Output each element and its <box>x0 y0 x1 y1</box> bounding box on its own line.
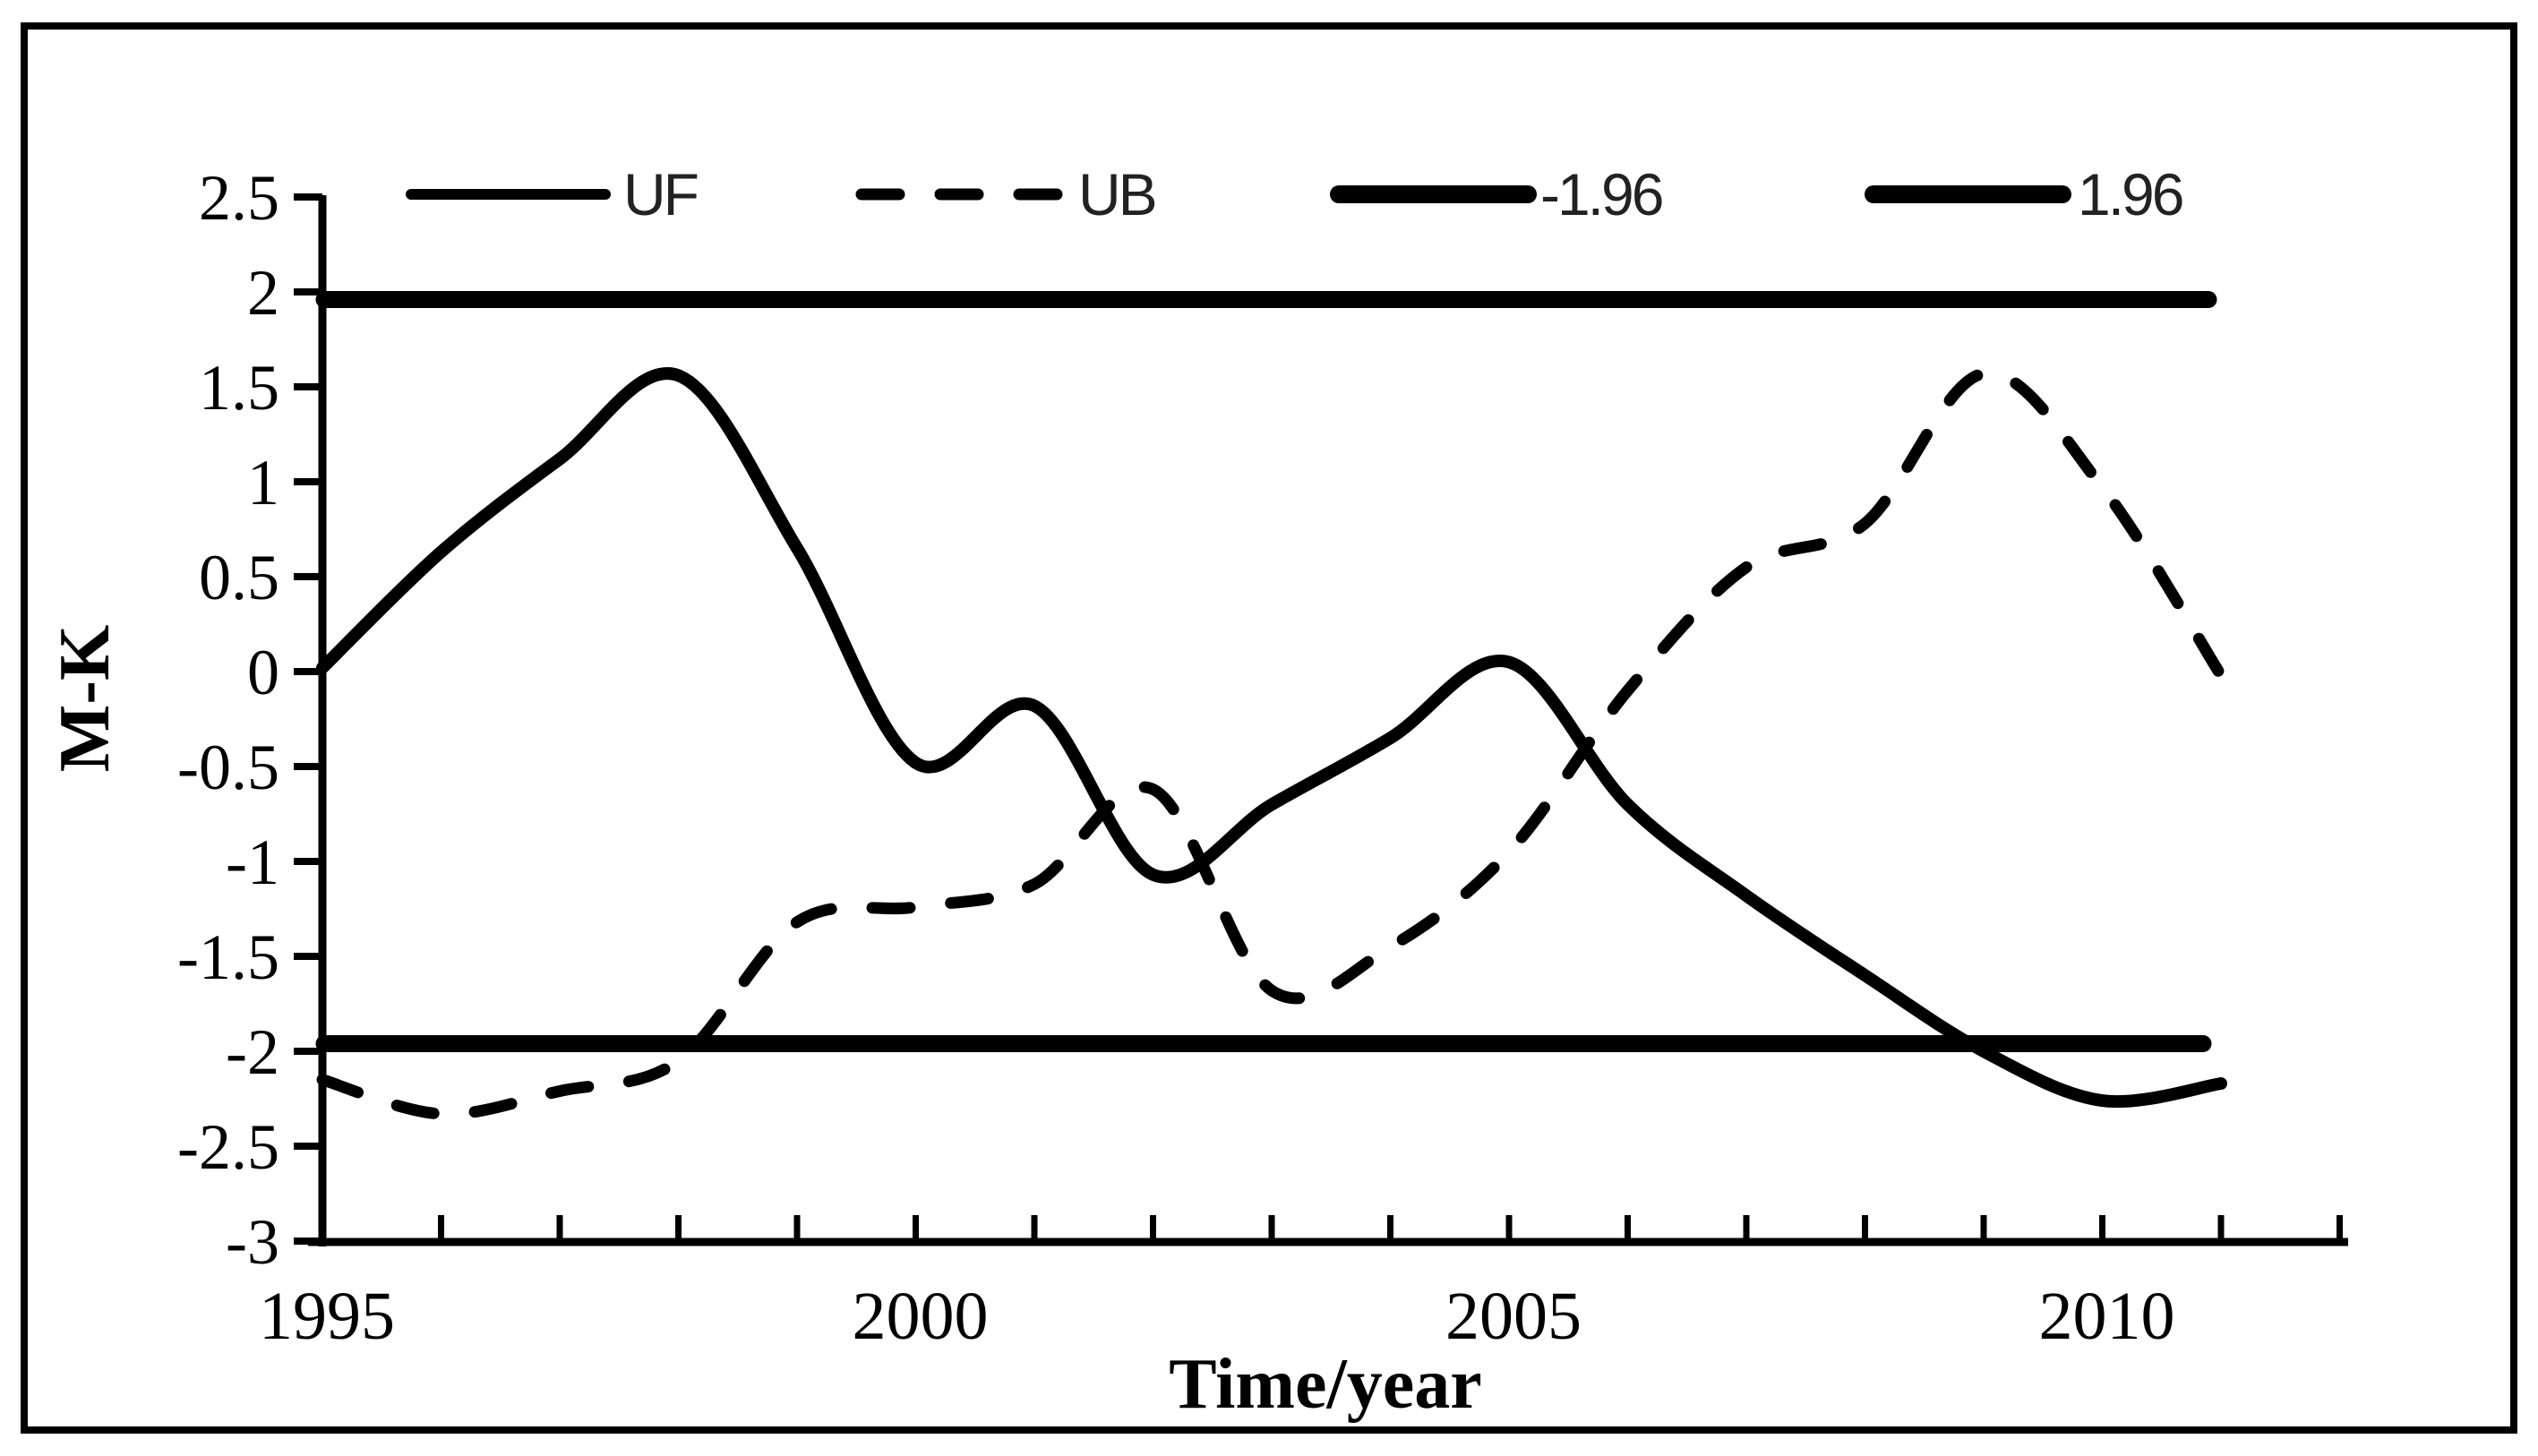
legend-label-neg196: -1.96 <box>1540 161 1662 227</box>
legend-label-ub: UB <box>1078 161 1155 227</box>
y-axis-ticks <box>294 193 322 1245</box>
legend-item-neg196: -1.96 <box>1330 161 1665 227</box>
y-tick-label: 1.5 <box>199 352 279 424</box>
legend-item-pos196: 1.96 <box>1865 161 2185 227</box>
y-tick-label: -2.5 <box>177 1111 279 1183</box>
y-tick-label: 2 <box>247 257 279 329</box>
x-axis-ticks <box>319 1215 2343 1242</box>
y-tick-label: 0.5 <box>199 542 279 613</box>
y-axis-title: M-K <box>46 625 124 772</box>
x-tick-label: 1995 <box>259 1279 395 1354</box>
legend: UF UB -1.96 1.96 <box>406 161 2185 227</box>
y-tick-label: -1.5 <box>177 921 279 993</box>
x-axis-tick-labels: 1995 2000 2005 2010 <box>259 1279 2175 1354</box>
legend-item-uf: UF <box>406 161 700 227</box>
y-tick-label: -0.5 <box>177 732 279 803</box>
x-tick-label: 2005 <box>1445 1279 1582 1354</box>
y-tick-label: -1 <box>226 826 279 898</box>
legend-label-pos196: 1.96 <box>2078 161 2182 227</box>
legend-item-ub: UB <box>855 161 1158 227</box>
x-tick-label: 2000 <box>853 1279 989 1354</box>
y-tick-label: 2.5 <box>199 162 279 234</box>
y-tick-label: 0 <box>247 637 279 708</box>
y-tick-label: -2 <box>226 1016 279 1088</box>
legend-label-uf: UF <box>623 161 698 227</box>
x-tick-label: 2010 <box>2039 1279 2175 1354</box>
y-axis-tick-labels: 2.5 2 1.5 1 0.5 0 -0.5 -1 -1.5 -2 -2.5 -3 <box>177 162 279 1278</box>
uf-line <box>316 367 2227 1109</box>
ub-line <box>316 367 2227 1120</box>
figure-border <box>21 22 2517 1434</box>
y-tick-label: 1 <box>247 447 279 518</box>
y-tick-label: -3 <box>226 1206 279 1278</box>
x-axis-title: Time/year <box>1169 1345 1482 1424</box>
